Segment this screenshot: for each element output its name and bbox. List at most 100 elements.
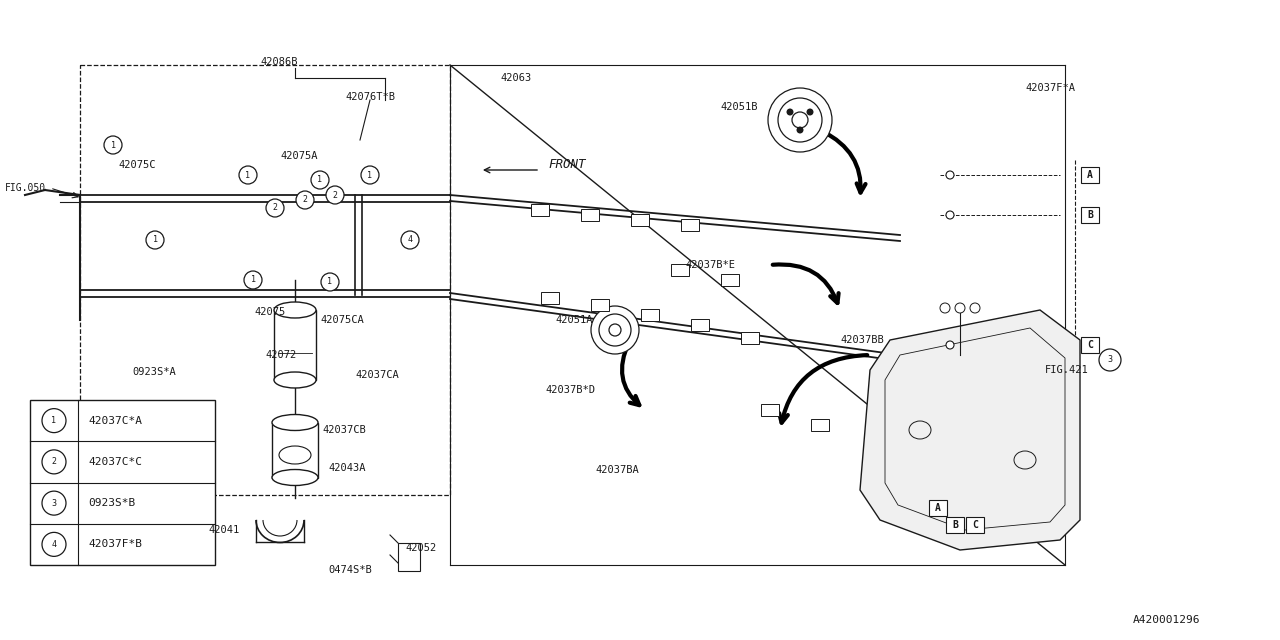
Text: 42051B: 42051B <box>719 102 758 112</box>
Text: 42037F*A: 42037F*A <box>1025 83 1075 93</box>
Text: 4: 4 <box>407 236 412 244</box>
Text: A: A <box>1087 170 1093 180</box>
Circle shape <box>946 211 954 219</box>
Ellipse shape <box>274 372 316 388</box>
Text: C: C <box>972 520 978 530</box>
Circle shape <box>778 98 822 142</box>
Text: 1: 1 <box>367 170 372 179</box>
Text: 42037B*D: 42037B*D <box>545 385 595 395</box>
Circle shape <box>42 532 67 556</box>
Bar <box>1082 167 1100 183</box>
Circle shape <box>796 127 804 134</box>
Circle shape <box>792 112 808 128</box>
Text: 42037F*B: 42037F*B <box>88 540 142 549</box>
Circle shape <box>296 191 314 209</box>
Circle shape <box>1100 349 1121 371</box>
Circle shape <box>326 186 344 204</box>
Bar <box>681 219 699 231</box>
Circle shape <box>599 314 631 346</box>
Text: 1: 1 <box>246 170 251 179</box>
Circle shape <box>955 303 965 313</box>
Text: 42086B: 42086B <box>260 57 297 67</box>
Text: 42043A: 42043A <box>328 463 366 473</box>
Circle shape <box>401 231 419 249</box>
Circle shape <box>321 273 339 291</box>
Text: 1: 1 <box>110 141 115 150</box>
Bar <box>1082 337 1100 353</box>
Circle shape <box>786 109 794 115</box>
Bar <box>741 332 759 344</box>
Circle shape <box>361 166 379 184</box>
Text: 42037C*C: 42037C*C <box>88 457 142 467</box>
Circle shape <box>768 88 832 152</box>
Bar <box>274 310 316 380</box>
Bar <box>531 204 549 216</box>
Ellipse shape <box>273 415 317 431</box>
Circle shape <box>42 408 67 433</box>
Text: 42037CA: 42037CA <box>355 370 399 380</box>
Circle shape <box>244 271 262 289</box>
Text: 1: 1 <box>328 278 333 287</box>
Bar <box>762 404 780 416</box>
Text: 2: 2 <box>333 191 338 200</box>
Bar <box>929 500 947 516</box>
Polygon shape <box>860 310 1080 550</box>
Text: 1: 1 <box>152 236 157 244</box>
Text: 1: 1 <box>51 416 56 425</box>
Bar <box>591 299 609 311</box>
Bar <box>1082 207 1100 223</box>
Text: FIG.050: FIG.050 <box>5 183 46 193</box>
Text: A: A <box>936 503 941 513</box>
Text: FRONT: FRONT <box>548 159 585 172</box>
Ellipse shape <box>274 302 316 318</box>
Bar <box>581 209 599 221</box>
Bar <box>946 517 964 533</box>
Bar <box>398 543 420 571</box>
Text: A420001296: A420001296 <box>1133 615 1201 625</box>
Text: 42037BB: 42037BB <box>840 335 883 345</box>
Text: 42037CB: 42037CB <box>323 425 366 435</box>
Text: 0474S*B: 0474S*B <box>328 565 371 575</box>
Bar <box>641 309 659 321</box>
Bar <box>812 419 829 431</box>
Bar <box>541 292 559 304</box>
Ellipse shape <box>273 470 317 486</box>
Circle shape <box>946 171 954 179</box>
Text: 2: 2 <box>302 195 307 205</box>
Bar <box>966 517 984 533</box>
Text: 42041: 42041 <box>207 525 239 535</box>
Text: 1: 1 <box>317 175 323 184</box>
Text: 4: 4 <box>51 540 56 549</box>
Text: 42051A: 42051A <box>556 315 593 325</box>
Bar <box>631 214 649 226</box>
Circle shape <box>146 231 164 249</box>
Text: C: C <box>1087 340 1093 350</box>
Text: 42037C*A: 42037C*A <box>88 415 142 426</box>
Text: 42037B*E: 42037B*E <box>685 260 735 270</box>
Circle shape <box>591 306 639 354</box>
Circle shape <box>42 450 67 474</box>
Circle shape <box>970 303 980 313</box>
Text: 42072: 42072 <box>265 350 296 360</box>
Text: 0923S*A: 0923S*A <box>132 367 175 377</box>
Circle shape <box>42 491 67 515</box>
Text: 42075A: 42075A <box>280 151 317 161</box>
Bar <box>691 319 709 331</box>
Bar <box>79 65 451 495</box>
Text: 42075CA: 42075CA <box>320 315 364 325</box>
Text: 42052: 42052 <box>404 543 436 553</box>
Text: 1: 1 <box>251 275 256 285</box>
Text: 3: 3 <box>51 499 56 508</box>
Text: 42076T*B: 42076T*B <box>346 92 396 102</box>
Circle shape <box>266 199 284 217</box>
Bar <box>29 400 215 565</box>
Text: 42037BA: 42037BA <box>595 465 639 475</box>
Text: FIG.421: FIG.421 <box>1044 365 1089 375</box>
Text: 2: 2 <box>51 458 56 467</box>
Bar <box>273 422 317 477</box>
Text: 0923S*B: 0923S*B <box>88 498 136 508</box>
Bar <box>721 274 739 286</box>
Text: 2: 2 <box>273 204 278 212</box>
Text: B: B <box>1087 210 1093 220</box>
Circle shape <box>806 109 814 115</box>
